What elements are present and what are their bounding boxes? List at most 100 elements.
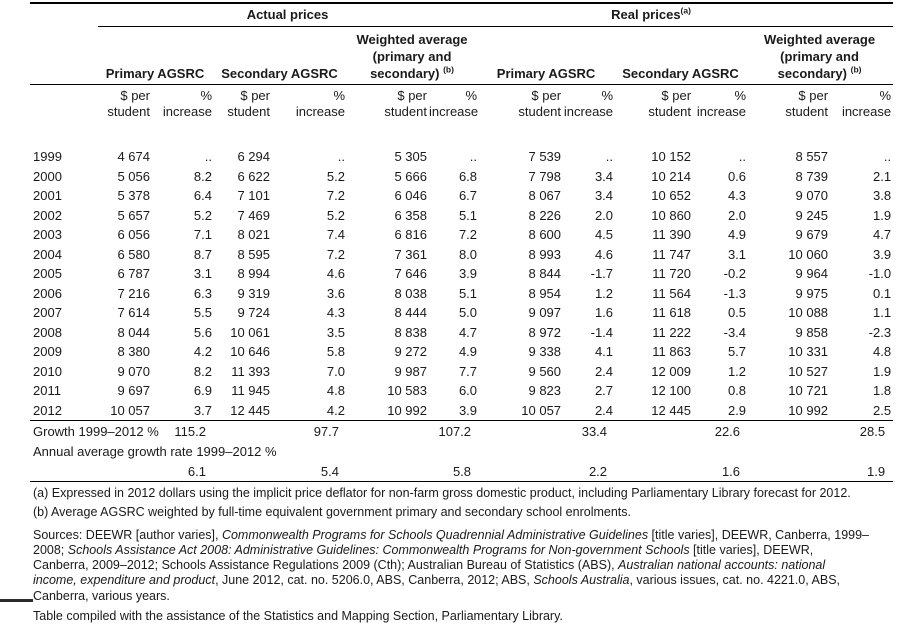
value-cell: 11 393 — [231, 363, 270, 379]
value-cell: 3.9 — [458, 266, 478, 281]
value-cell: 10 057 — [479, 400, 564, 421]
value-cell: 7.2 — [458, 227, 478, 242]
actual-primary-header: Primary AGSRC — [98, 26, 214, 85]
value-cell: -1.3 — [723, 285, 747, 301]
empty-cell — [30, 462, 152, 482]
value-cell: 10 992 — [347, 400, 429, 421]
value-cell: 11 390 — [652, 227, 692, 242]
value-cell: -1.4 — [590, 324, 614, 340]
value-cell: 4.8 — [326, 383, 345, 398]
value-cell: 7.0 — [326, 363, 345, 379]
value-cell: 7 361 — [394, 246, 427, 262]
value-cell: 6 787 — [117, 266, 150, 281]
value-cell: 6 046 — [394, 188, 427, 203]
value-cell: 9 070 — [117, 363, 150, 379]
empty-cell — [30, 26, 98, 85]
dollar-per-student-header: $ per student — [648, 88, 692, 119]
value-cell: 7.2 — [326, 246, 345, 262]
value-cell: 4.6 — [594, 246, 614, 262]
value-cell: 9 097 — [528, 305, 562, 320]
weighted-line3: secondary) — [370, 66, 440, 81]
footnote-a-ref: (a) — [680, 5, 691, 16]
value-cell: 9 858 — [795, 324, 829, 340]
value-cell: 4.3 — [727, 188, 747, 203]
table-row-2005: 2005 6 787 3.1 8 994 4.6 7 646 3.9 8 844 -1.7 11 … — [30, 264, 893, 284]
value-cell: 12 445 — [615, 400, 694, 421]
table-row-2011: 2011 9 697 6.9 11 945 4.8 10 583 6.0 9 823 2.7 12… — [30, 381, 893, 401]
value-cell: 9 964 — [795, 266, 829, 281]
value-cell: 8 067 — [528, 188, 562, 203]
value-cell: 0.8 — [727, 383, 747, 398]
value-cell: 2.0 — [727, 207, 747, 223]
value-cell: 1.2 — [594, 285, 614, 301]
value-cell: 3.9 — [873, 246, 892, 262]
value-cell: 8 557 — [795, 149, 829, 164]
value-cell: 10 527 — [788, 363, 829, 379]
value-cell: 3.4 — [594, 168, 614, 184]
value-cell: 8 444 — [394, 305, 427, 320]
compiled-note: Table compiled with the assistance of th… — [33, 609, 563, 624]
source-text: [title varies], DEEWR, Canberra, 2009–20… — [33, 542, 814, 573]
value-cell: 6.8 — [458, 168, 478, 184]
value-cell: 6 056 — [117, 227, 150, 242]
annual-growth-value: 5.4 — [214, 462, 347, 482]
summary-rows: Growth 1999–2012 % 115.2 97.7 107.2 33.4… — [30, 421, 894, 482]
value-cell: 8.0 — [458, 246, 478, 262]
value-cell: 3.1 — [193, 266, 212, 281]
value-cell: 5.6 — [193, 324, 212, 340]
real-prices-header: Real prices(a) — [479, 2, 894, 27]
value-cell: 7.2 — [326, 188, 345, 203]
value-cell: 2.4 — [563, 400, 616, 421]
value-cell: 5.2 — [326, 207, 345, 223]
pct-increase-header: % increase — [295, 88, 345, 119]
value-cell: 5 305 — [394, 149, 427, 164]
weighted-line3: secondary) — [777, 66, 847, 81]
weighted-line1: Weighted average — [356, 32, 468, 47]
growth-row: Growth 1999–2012 % 115.2 97.7 107.2 33.4… — [30, 421, 893, 443]
value-cell: 5.2 — [193, 207, 212, 223]
value-cell: 10 331 — [788, 344, 829, 359]
value-cell: 9 724 — [237, 305, 270, 320]
value-cell: 11 945 — [231, 383, 270, 398]
footnote-b-ref: (b) — [443, 64, 454, 75]
value-cell: 6.3 — [193, 285, 212, 301]
value-cell: 11 222 — [652, 324, 692, 340]
value-cell: 9 987 — [394, 363, 427, 379]
growth-value: 33.4 — [581, 424, 608, 439]
value-cell: 6.7 — [458, 188, 478, 203]
unit-header-row: $ per student % increase $ per student % inc… — [30, 85, 893, 148]
value-cell: .. — [337, 149, 345, 164]
price-type-header-row: Actual prices Real prices(a) — [30, 2, 894, 27]
value-cell: 5.7 — [727, 344, 747, 359]
value-cell: 7 539 — [528, 149, 562, 164]
value-cell: 8.7 — [193, 246, 212, 262]
value-cell: 3.7 — [152, 400, 214, 421]
real-primary-header: Primary AGSRC — [479, 26, 616, 85]
growth-value: 97.7 — [313, 424, 339, 439]
value-cell: 4.7 — [458, 324, 478, 340]
year-cell: 2003 — [33, 227, 62, 242]
value-cell: 8 838 — [394, 324, 427, 340]
value-cell: 5.2 — [326, 168, 345, 184]
value-cell: -1.7 — [590, 266, 614, 281]
value-cell: 7 469 — [237, 207, 270, 223]
pct-increase-header: % increase — [162, 88, 212, 119]
value-cell: 11 863 — [652, 344, 692, 359]
table-row-2007: 2007 7 614 5.5 9 724 4.3 8 444 5.0 9 097 1.6 11 6… — [30, 303, 893, 323]
value-cell: 11 618 — [652, 305, 692, 320]
table-row-2004: 2004 6 580 8.7 8 595 7.2 7 361 8.0 8 993 4.6 11 7… — [30, 245, 893, 265]
table-row-2008: 2008 8 044 5.6 10 061 3.5 8 838 4.7 8 972 -1.4 11… — [30, 323, 893, 343]
value-cell: 10 057 — [98, 400, 152, 421]
annual-growth-value: 5.8 — [347, 462, 480, 482]
annual-growth-label-row: Annual average growth rate 1999–2012 % — [30, 442, 893, 462]
value-cell: 8 595 — [237, 246, 270, 262]
value-cell: 2.5 — [830, 400, 894, 421]
table-row-2012: 2012 10 057 3.7 12 445 4.2 10 992 3.9 10 057 2.4… — [30, 400, 894, 421]
year-cell: 2008 — [33, 324, 62, 340]
table-row-2010: 2010 9 070 8.2 11 393 7.0 9 987 7.7 9 560 2.4 12 … — [30, 362, 893, 382]
value-cell: 3.9 — [429, 400, 480, 421]
real-weighted-header: Weighted average (primary and secondary)… — [748, 26, 894, 85]
value-cell: 8 994 — [237, 266, 270, 281]
value-cell: 6 622 — [237, 168, 270, 184]
